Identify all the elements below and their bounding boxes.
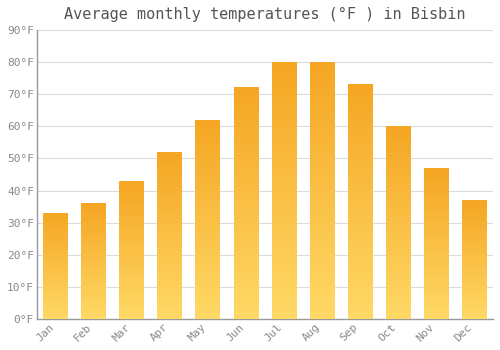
Bar: [424, 168, 448, 319]
Bar: [234, 88, 258, 319]
Title: Average monthly temperatures (°F ) in Bisbin: Average monthly temperatures (°F ) in Bi…: [64, 7, 466, 22]
Bar: [462, 200, 486, 319]
Bar: [272, 62, 296, 319]
Bar: [158, 152, 182, 319]
Bar: [120, 181, 144, 319]
Bar: [310, 62, 334, 319]
Bar: [196, 120, 220, 319]
Bar: [348, 85, 372, 319]
Bar: [82, 203, 106, 319]
Bar: [44, 213, 68, 319]
Bar: [386, 126, 410, 319]
